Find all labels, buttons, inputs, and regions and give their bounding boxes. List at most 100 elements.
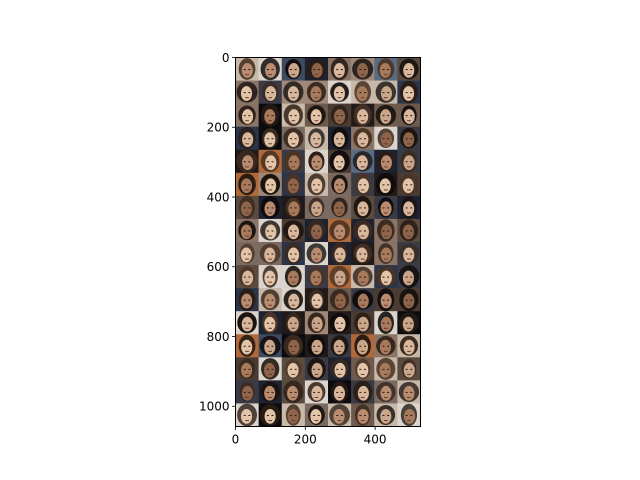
face-tile <box>328 288 352 312</box>
y-tick-label: 0 <box>222 51 230 65</box>
face-tile <box>258 334 283 358</box>
axes-frame <box>235 57 421 427</box>
face-tile <box>281 218 306 243</box>
face-tile <box>397 126 421 151</box>
face-tile <box>351 172 375 197</box>
face-tile <box>374 80 398 104</box>
face-tile <box>281 357 306 381</box>
face-tile <box>235 218 259 243</box>
face-tile <box>374 357 398 381</box>
face-tile <box>328 126 352 151</box>
face-tile <box>304 80 329 104</box>
face-tile <box>397 103 421 127</box>
face-tile <box>258 311 283 335</box>
face-tile <box>328 357 352 381</box>
face-tile <box>281 57 306 81</box>
face-tile <box>304 172 329 197</box>
face-tile <box>281 103 306 127</box>
face-tile <box>258 357 283 381</box>
face-tile <box>304 242 329 266</box>
face-tile <box>304 288 329 312</box>
face-tile <box>258 80 283 104</box>
face-tile <box>397 357 421 381</box>
face-tile <box>351 334 375 358</box>
face-tile <box>328 242 352 266</box>
face-tile <box>351 103 375 127</box>
y-tick-label: 800 <box>207 330 230 344</box>
face-tile <box>235 288 259 312</box>
y-tick-label: 200 <box>207 121 230 135</box>
face-tile <box>258 126 283 151</box>
face-tile <box>328 80 352 104</box>
face-tile <box>304 126 329 151</box>
face-tile <box>304 103 329 127</box>
face-tile <box>235 403 259 427</box>
face-tile <box>328 149 352 174</box>
face-tile <box>281 195 306 220</box>
face-tile <box>397 403 421 427</box>
face-tile <box>351 380 375 404</box>
face-tile <box>304 380 329 404</box>
face-tile <box>235 172 259 197</box>
face-tile <box>304 403 329 427</box>
face-tile <box>304 57 329 81</box>
face-tile <box>281 265 306 289</box>
face-tile <box>258 288 283 312</box>
face-tile <box>281 288 306 312</box>
face-tile <box>258 195 283 220</box>
face-tile <box>374 265 398 289</box>
face-tile <box>374 218 398 243</box>
face-tile <box>235 265 259 289</box>
face-tile <box>258 265 283 289</box>
face-tile <box>374 126 398 151</box>
face-tile <box>374 172 398 197</box>
face-tile <box>374 195 398 220</box>
face-tile <box>351 311 375 335</box>
face-tile <box>328 218 352 243</box>
face-tile <box>304 311 329 335</box>
face-tile <box>328 195 352 220</box>
face-tile <box>258 218 283 243</box>
face-tile <box>235 311 259 335</box>
face-tile <box>397 172 421 197</box>
face-tile <box>397 242 421 266</box>
face-tile <box>397 380 421 404</box>
face-tile <box>281 149 306 174</box>
face-tile <box>258 242 283 266</box>
face-tile <box>351 403 375 427</box>
face-tile <box>328 403 352 427</box>
face-tile <box>258 172 283 197</box>
x-tick-label: 0 <box>232 433 240 447</box>
face-tile <box>304 265 329 289</box>
face-tile <box>258 403 283 427</box>
face-tile <box>397 311 421 335</box>
face-tile <box>281 172 306 197</box>
face-tile <box>304 195 329 220</box>
face-tile <box>351 218 375 243</box>
face-tile <box>235 103 259 127</box>
face-tile <box>351 242 375 266</box>
y-tick-label: 400 <box>207 190 230 204</box>
y-axis: 0 200 400 600 800 1000 <box>199 51 236 414</box>
face-tile <box>304 149 329 174</box>
face-tile <box>328 334 352 358</box>
face-tile <box>328 265 352 289</box>
face-tile <box>397 149 421 174</box>
face-tile <box>258 380 283 404</box>
face-tile <box>235 80 259 104</box>
face-tile <box>281 403 306 427</box>
x-axis: 0 200 400 <box>232 426 387 447</box>
face-tile <box>351 126 375 151</box>
face-tile <box>374 103 398 127</box>
y-tick-label: 1000 <box>199 400 230 414</box>
face-tile <box>397 195 421 220</box>
face-tile <box>235 242 259 266</box>
image-grid <box>235 57 421 427</box>
face-tile <box>397 218 421 243</box>
face-tile <box>397 265 421 289</box>
face-tile <box>397 288 421 312</box>
face-tile <box>235 57 259 81</box>
face-tile <box>258 57 283 81</box>
face-tile <box>258 149 283 174</box>
